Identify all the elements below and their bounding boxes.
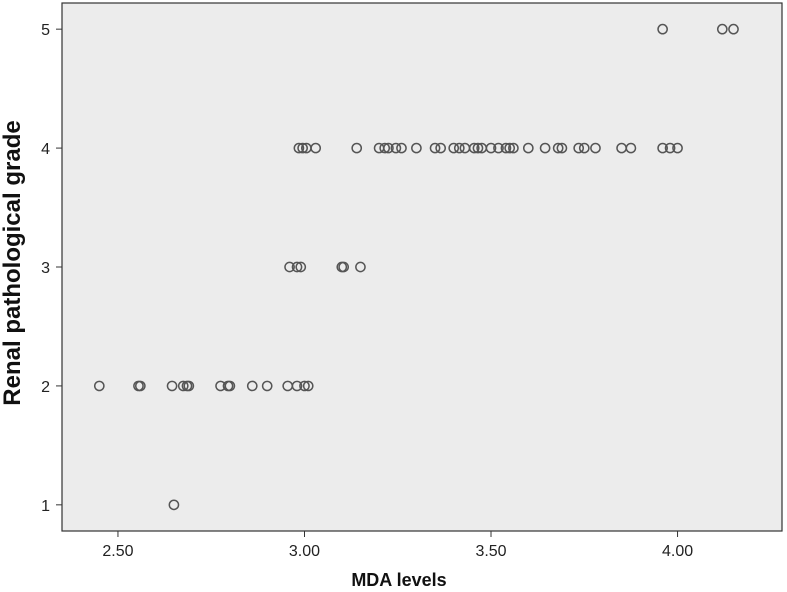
- data-point: [246, 380, 258, 392]
- data-point: [291, 261, 303, 273]
- data-point: [500, 142, 512, 154]
- data-point: [291, 380, 303, 392]
- data-point: [429, 142, 441, 154]
- x-tick-label: 4.00: [662, 543, 693, 560]
- data-point: [657, 23, 668, 35]
- y-tick-label: 1: [41, 498, 50, 515]
- data-point: [448, 142, 460, 154]
- data-point: [390, 142, 402, 154]
- data-point: [672, 142, 683, 154]
- data-point: [508, 142, 519, 154]
- data-point: [453, 142, 465, 154]
- data-point: [302, 380, 314, 392]
- data-point: [351, 142, 363, 154]
- data-point: [435, 142, 447, 154]
- data-point: [716, 23, 728, 35]
- data-point: [168, 499, 180, 511]
- data-point: [93, 380, 105, 392]
- data-point: [556, 142, 568, 154]
- y-axis: 1 2 3 4 5: [41, 22, 62, 515]
- data-point: [261, 380, 273, 392]
- data-point: [485, 142, 497, 154]
- x-axis-title: MDA levels: [351, 570, 446, 590]
- y-tick-label: 5: [41, 22, 50, 39]
- data-point: [578, 142, 590, 154]
- data-points: [93, 23, 739, 511]
- data-point: [396, 142, 407, 154]
- data-point: [310, 142, 322, 154]
- plot-area: [61, 2, 783, 532]
- data-point: [295, 261, 307, 273]
- data-point: [297, 142, 308, 154]
- y-axis-title: Renal pathological grade: [0, 120, 26, 405]
- data-point: [299, 380, 310, 392]
- y-tick-label: 2: [41, 379, 50, 396]
- data-point: [468, 142, 480, 154]
- data-point: [664, 142, 676, 154]
- x-tick-label: 2.50: [102, 543, 133, 560]
- data-point: [493, 142, 504, 154]
- data-point: [134, 380, 146, 392]
- data-point: [383, 142, 394, 154]
- data-point: [293, 142, 305, 154]
- data-point: [355, 261, 366, 273]
- data-point: [590, 142, 601, 154]
- x-tick-label: 3.50: [475, 543, 506, 560]
- data-point: [284, 261, 295, 273]
- x-tick-label: 3.00: [289, 543, 320, 560]
- data-point: [728, 23, 739, 35]
- data-point: [472, 142, 484, 154]
- data-point: [657, 142, 668, 154]
- data-point: [224, 380, 236, 392]
- y-tick-label: 3: [41, 260, 50, 277]
- data-point: [183, 380, 195, 392]
- data-point: [625, 142, 637, 154]
- data-point: [177, 380, 189, 392]
- data-point: [552, 142, 564, 154]
- y-tick-label: 4: [41, 141, 50, 158]
- x-axis: 2.50 3.00 3.50 4.00: [102, 531, 693, 560]
- data-point: [338, 261, 350, 273]
- data-point: [522, 142, 534, 154]
- data-point: [379, 142, 391, 154]
- data-point: [539, 142, 551, 154]
- data-point: [166, 380, 178, 392]
- data-point: [573, 142, 585, 154]
- data-point: [411, 142, 422, 154]
- data-point: [504, 142, 516, 154]
